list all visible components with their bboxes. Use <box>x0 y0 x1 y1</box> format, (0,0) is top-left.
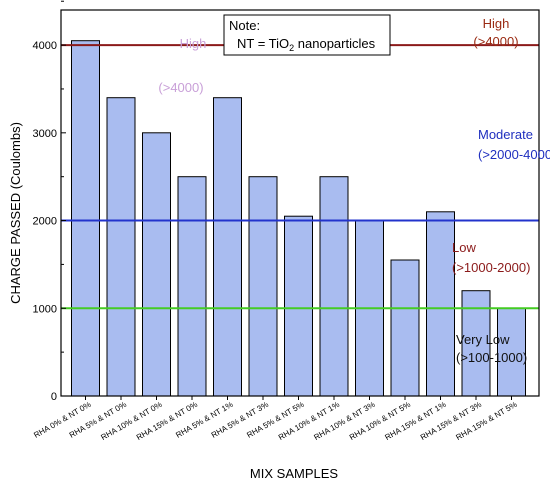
x-tick-label: RHA 15% & NT 0% <box>135 400 199 442</box>
bar-4 <box>177 176 207 397</box>
x-ticks: RHA 0% & NT 0%RHA 5% & NT 0%RHA 10% & NT… <box>32 396 519 442</box>
bar-6 <box>248 176 278 397</box>
svg-text:(>4000): (>4000) <box>473 34 518 49</box>
svg-text:Low: Low <box>452 240 476 255</box>
zone-label-faded: High (>4000) <box>158 36 206 95</box>
x-tick-label: RHA 10% & NT 5% <box>348 400 412 442</box>
bar-10 <box>390 259 420 397</box>
note-line: NT = TiO2 nanoparticles <box>237 36 376 53</box>
plot-frame <box>60 9 540 397</box>
svg-text:Very Low: Very Low <box>456 332 510 347</box>
x-tick-label: RHA 10% & NT 0% <box>99 400 163 442</box>
zone-label-low: Low (>1000-2000) <box>452 240 530 275</box>
svg-text:High: High <box>180 36 207 51</box>
bar-8 <box>319 176 349 397</box>
y-tick-label: 0 <box>51 391 57 403</box>
bar-5 <box>213 97 242 397</box>
bars <box>71 40 526 397</box>
bar-3 <box>142 132 171 397</box>
zone-label-very-low: Very Low (>100-1000) <box>456 332 527 365</box>
zone-label-moderate: Moderate (>2000-4000) <box>478 127 550 162</box>
x-tick-label: RHA 0% & NT 0% <box>32 400 92 440</box>
y-ticks: 0 1000 2000 3000 4000 <box>33 0 66 403</box>
svg-text:Moderate: Moderate <box>478 127 533 142</box>
svg-text:(>1000-2000): (>1000-2000) <box>452 260 530 275</box>
y-tick-label: 2000 <box>33 216 57 228</box>
bar-11 <box>426 211 455 397</box>
x-tick-label: RHA 10% & NT 3% <box>312 400 376 442</box>
y-tick-label: 3000 <box>33 128 57 140</box>
svg-text:High: High <box>483 16 510 31</box>
x-tick-label: RHA 15% & NT 3% <box>419 400 483 442</box>
zone-label-high: High (>4000) <box>473 16 518 49</box>
note-title: Note: <box>229 18 260 33</box>
y-tick-label: 4000 <box>33 40 57 52</box>
bar-1 <box>71 40 100 397</box>
bar-7 <box>284 215 313 397</box>
bar-2 <box>106 97 136 397</box>
svg-text:(>4000): (>4000) <box>158 80 203 95</box>
svg-text:(>2000-4000): (>2000-4000) <box>478 147 550 162</box>
x-tick-label: RHA 15% & NT 1% <box>383 400 447 442</box>
x-axis-title: MIX SAMPLES <box>250 466 338 481</box>
x-tick-label: RHA 10% & NT 1% <box>277 400 341 442</box>
x-tick-label: RHA 15% & NT 5% <box>454 400 518 442</box>
axes <box>60 9 540 397</box>
y-tick-label: 1000 <box>33 303 57 315</box>
svg-text:(>100-1000): (>100-1000) <box>456 350 527 365</box>
y-axis-title: CHARGE PASSED (Coulombs) <box>8 122 23 304</box>
note-box: Note: NT = TiO2 nanoparticles <box>223 14 391 56</box>
bar-13 <box>497 307 526 397</box>
